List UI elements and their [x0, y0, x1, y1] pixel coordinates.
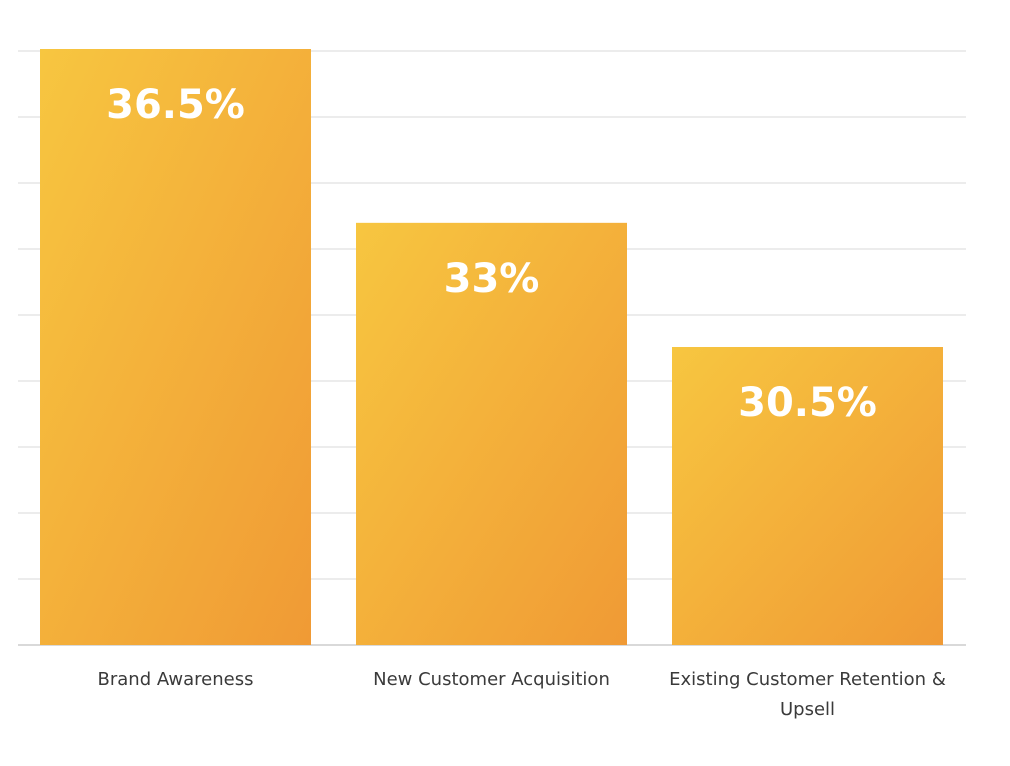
category-label-line: Existing Customer Retention &	[669, 669, 946, 690]
category-label-line: Brand Awareness	[98, 669, 254, 690]
bar-2	[672, 347, 943, 645]
category-label-line: New Customer Acquisition	[373, 669, 610, 690]
bar-value-label-2: 30.5%	[738, 380, 877, 426]
bar-value-label-0: 36.5%	[106, 82, 245, 128]
bar-value-label-1: 33%	[444, 256, 540, 302]
bar-1	[356, 222, 627, 646]
category-label-line: Upsell	[780, 699, 835, 720]
labels: 36.5% Brand Awareness 33% New Customer Acqu…	[98, 82, 946, 720]
category-label-2: Existing Customer Retention & Upsell	[669, 669, 946, 720]
category-label-1: New Customer Acquisition	[373, 669, 610, 690]
bar-0	[40, 49, 311, 645]
category-label-0: Brand Awareness	[98, 669, 254, 690]
bars	[40, 49, 943, 646]
